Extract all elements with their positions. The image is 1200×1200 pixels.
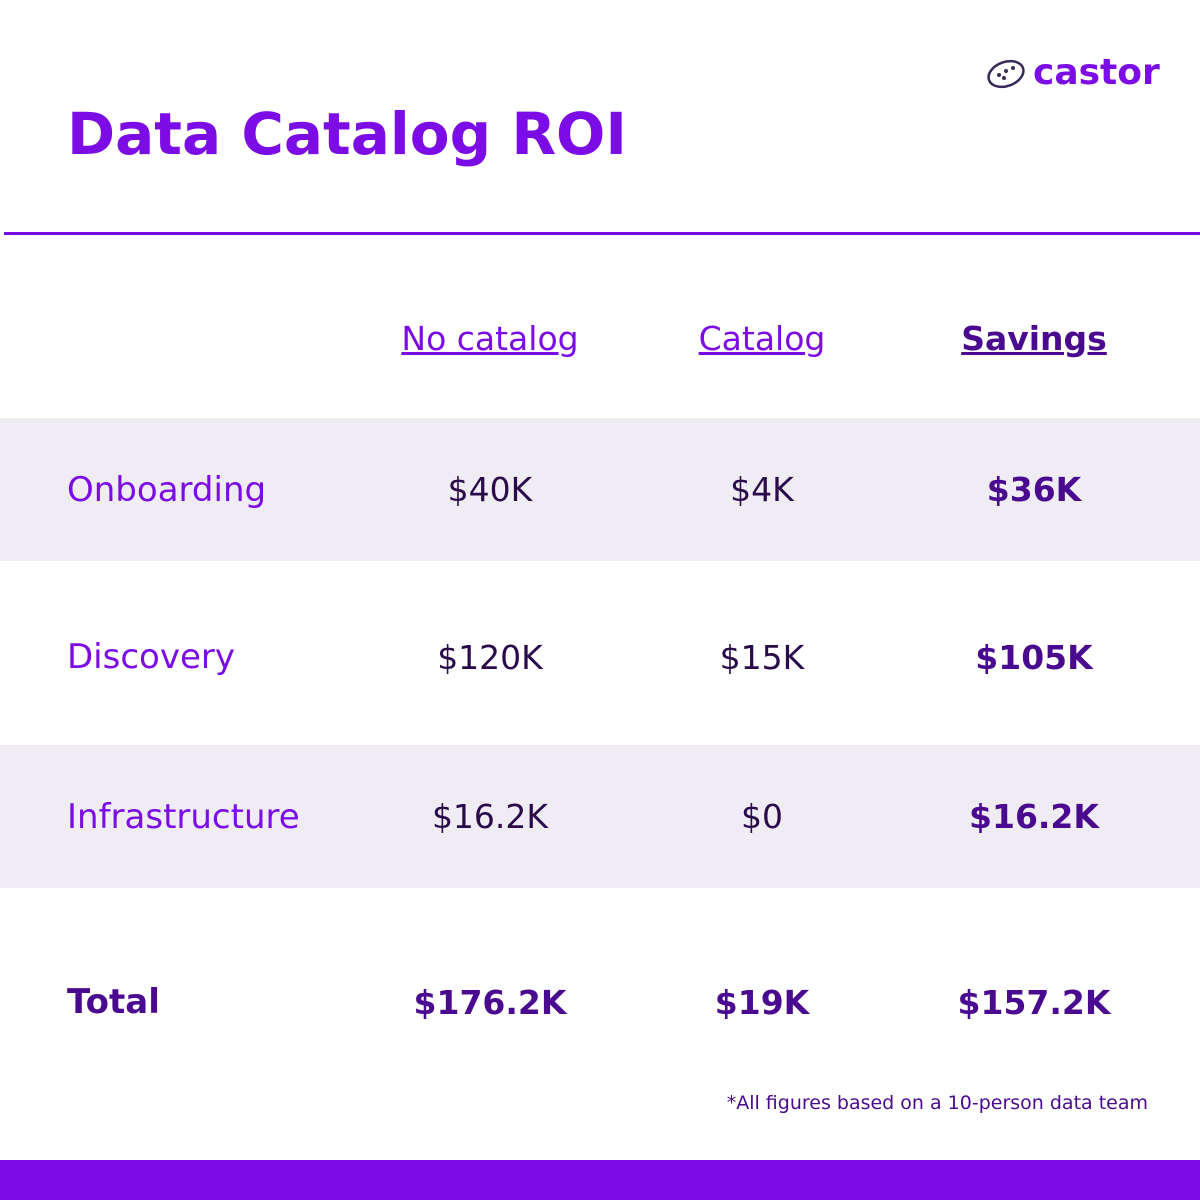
row-label: Total: [67, 982, 160, 1022]
cell-value: $16.2K: [969, 797, 1099, 836]
column-header: Catalog: [698, 318, 826, 358]
header-row: No catalog Catalog Savings: [0, 300, 1200, 376]
cell-value: $105K: [975, 637, 1093, 677]
cell-value: $176.2K: [413, 982, 567, 1022]
cell-value: $16.2K: [431, 797, 549, 836]
logo-text: castor: [1033, 52, 1160, 93]
table-row: Discovery $120K $15K $105K: [0, 584, 1200, 730]
cell-value: $4K: [730, 470, 794, 509]
cell-value: $36K: [986, 470, 1082, 509]
footer-bar: [0, 1160, 1200, 1200]
table-row: Onboarding $40K $4K $36K: [0, 418, 1200, 561]
cell-value: $120K: [437, 637, 543, 677]
cell-value: $157.2K: [957, 982, 1111, 1022]
logo-icon: [987, 59, 1025, 88]
column-header: Savings: [961, 318, 1107, 358]
title: Data Catalog ROI: [67, 100, 627, 168]
cell-value: $19K: [714, 982, 810, 1022]
table-row: Total $176.2K $19K $157.2K: [0, 930, 1200, 1074]
row-label: Infrastructure: [67, 796, 300, 837]
logo: castor: [985, 52, 1160, 93]
cell-value: $15K: [719, 637, 805, 677]
cell-value: $0: [741, 797, 783, 836]
row-label: Discovery: [67, 637, 235, 677]
footnote: *All figures based on a 10-person data t…: [726, 1092, 1148, 1114]
table-row: Infrastructure $16.2K $0 $16.2K: [0, 745, 1200, 888]
column-header: No catalog: [401, 318, 579, 358]
row-label: Onboarding: [67, 469, 267, 510]
cell-value: $40K: [447, 470, 533, 509]
divider: [4, 232, 1200, 235]
